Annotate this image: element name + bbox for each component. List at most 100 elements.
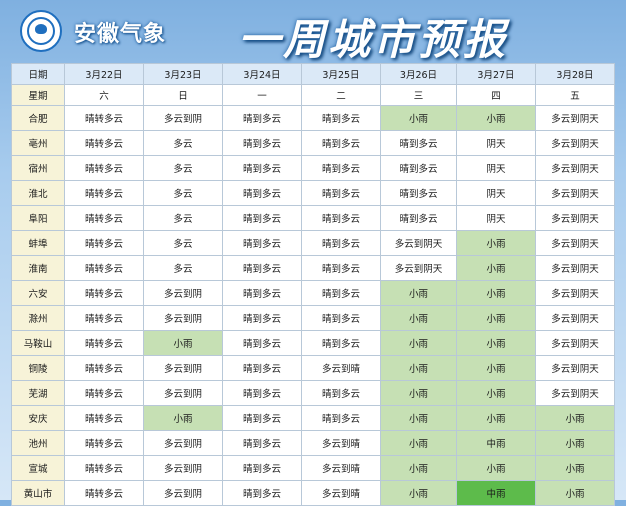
forecast-cell: 多云 [143,255,223,281]
city-name: 阜阳 [11,205,65,231]
forecast-cell: 晴到多云 [222,330,302,356]
forecast-cell: 小雨 [535,405,615,431]
forecast-cell: 晴转多云 [64,130,144,156]
forecast-cell: 晴转多云 [64,455,144,481]
forecast-cell: 晴到多云 [301,155,381,181]
city-name: 亳州 [11,130,65,156]
forecast-cell: 中雨 [456,430,536,456]
forecast-cell: 晴到多云 [222,205,302,231]
table-row: 芜湖 晴转多云 多云到阴 晴到多云 晴到多云 小雨 小雨 多云到阴天 [11,380,615,406]
city-name: 黄山市 [11,480,65,506]
forecast-cell: 多云到阴 [143,355,223,381]
forecast-cell: 小雨 [535,455,615,481]
forecast-cell: 晴到多云 [222,380,302,406]
forecast-cell: 多云到阴天 [535,180,615,206]
weekday-cell: 一 [222,84,302,106]
date-header: 3月25日 [301,63,381,85]
forecast-cell: 晴到多云 [222,230,302,256]
forecast-cell: 多云到阴 [143,480,223,506]
forecast-cell: 晴到多云 [222,255,302,281]
logo-ring [27,17,55,45]
forecast-cell: 多云到阴天 [535,355,615,381]
forecast-cell: 晴到多云 [380,130,457,156]
table-row: 马鞍山 晴转多云 小雨 晴到多云 晴到多云 小雨 小雨 多云到阴天 [11,330,615,356]
forecast-cell: 小雨 [456,330,536,356]
forecast-cell: 小雨 [143,405,223,431]
forecast-cell: 多云到阴 [143,105,223,131]
forecast-cell: 小雨 [456,455,536,481]
forecast-cell: 小雨 [143,330,223,356]
forecast-cell: 小雨 [456,105,536,131]
forecast-cell: 多云到阴天 [535,380,615,406]
forecast-cell: 晴到多云 [222,130,302,156]
forecast-cell: 晴到多云 [380,205,457,231]
date-label: 日期 [11,63,65,85]
forecast-cell: 多云到阴天 [380,230,457,256]
table-row: 六安 晴转多云 多云到阴 晴到多云 晴到多云 小雨 小雨 多云到阴天 [11,280,615,306]
table-row: 安庆 晴转多云 小雨 晴到多云 晴到多云 小雨 小雨 小雨 [11,405,615,431]
city-name: 淮北 [11,180,65,206]
table-row: 黄山市 晴转多云 多云到阴 晴到多云 多云到晴 小雨 中雨 小雨 [11,480,615,506]
date-header: 3月22日 [64,63,144,85]
forecast-cell: 阴天 [456,180,536,206]
table-row: 亳州 晴转多云 多云 晴到多云 晴到多云 晴到多云 阴天 多云到阴天 [11,130,615,156]
forecast-cell: 小雨 [456,355,536,381]
table-row: 池州 晴转多云 多云到阴 晴到多云 多云到晴 小雨 中雨 小雨 [11,430,615,456]
forecast-cell: 晴到多云 [301,180,381,206]
forecast-cell: 多云 [143,180,223,206]
header-banner: 安徽气象 一周城市预报 [0,0,626,64]
forecast-cell: 多云到阴天 [535,155,615,181]
forecast-cell: 多云 [143,155,223,181]
table-row: 阜阳 晴转多云 多云 晴到多云 晴到多云 晴到多云 阴天 多云到阴天 [11,205,615,231]
forecast-cell: 晴到多云 [222,305,302,331]
forecast-cell: 多云到阴天 [535,105,615,131]
forecast-cell: 晴到多云 [380,180,457,206]
table-row: 宣城 晴转多云 多云到阴 晴到多云 多云到晴 小雨 小雨 小雨 [11,455,615,481]
forecast-cell: 中雨 [456,480,536,506]
forecast-cell: 晴到多云 [301,380,381,406]
date-header: 3月23日 [143,63,223,85]
weekday-row: 星期 六 日 一 二 三 四 五 [11,84,615,106]
table-row: 宿州 晴转多云 多云 晴到多云 晴到多云 晴到多云 阴天 多云到阴天 [11,155,615,181]
city-name: 马鞍山 [11,330,65,356]
forecast-cell: 阴天 [456,155,536,181]
forecast-cell: 多云到阴 [143,430,223,456]
forecast-cell: 多云到阴天 [380,255,457,281]
forecast-cell: 晴到多云 [222,430,302,456]
forecast-cell: 多云到阴 [143,455,223,481]
forecast-cell: 晴到多云 [301,105,381,131]
forecast-cell: 晴到多云 [301,205,381,231]
forecast-cell: 晴到多云 [222,480,302,506]
table-row: 淮北 晴转多云 多云 晴到多云 晴到多云 晴到多云 阴天 多云到阴天 [11,180,615,206]
forecast-cell: 晴到多云 [301,280,381,306]
forecast-cell: 晴到多云 [222,455,302,481]
forecast-cell: 晴到多云 [301,230,381,256]
forecast-cell: 小雨 [380,355,457,381]
forecast-cell: 晴到多云 [222,355,302,381]
weekday-cell: 六 [64,84,144,106]
city-name: 宣城 [11,455,65,481]
forecast-cell: 多云到晴 [301,480,381,506]
weekday-cell: 三 [380,84,457,106]
weekday-cell: 五 [535,84,615,106]
city-name: 合肥 [11,105,65,131]
forecast-cell: 多云到阴天 [535,130,615,156]
forecast-cell: 晴到多云 [301,405,381,431]
forecast-cell: 多云到阴 [143,280,223,306]
forecast-cell: 晴到多云 [380,155,457,181]
forecast-cell: 晴转多云 [64,405,144,431]
forecast-cell: 小雨 [380,480,457,506]
forecast-cell: 小雨 [535,430,615,456]
forecast-cell: 晴到多云 [301,305,381,331]
forecast-cell: 晴转多云 [64,330,144,356]
forecast-cell: 晴转多云 [64,180,144,206]
forecast-table: 日期 3月22日 3月23日 3月24日 3月25日 3月26日 3月27日 3… [11,63,615,506]
forecast-cell: 小雨 [456,305,536,331]
date-header: 3月26日 [380,63,457,85]
forecast-cell: 晴到多云 [301,255,381,281]
city-name: 淮南 [11,255,65,281]
forecast-cell: 晴转多云 [64,105,144,131]
date-header: 3月27日 [456,63,536,85]
table-row: 滁州 晴转多云 多云到阴 晴到多云 晴到多云 小雨 小雨 多云到阴天 [11,305,615,331]
city-name: 池州 [11,430,65,456]
